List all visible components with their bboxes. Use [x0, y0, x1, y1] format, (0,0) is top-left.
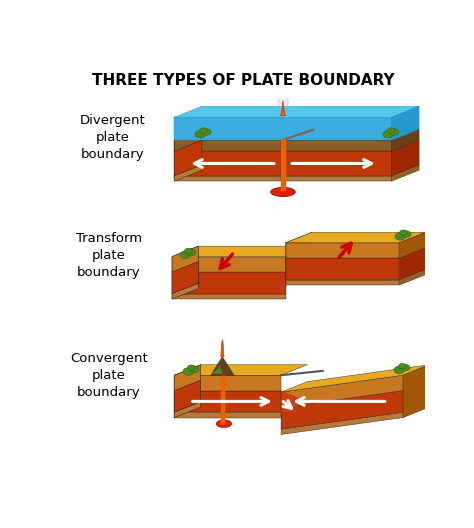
Polygon shape [403, 365, 429, 418]
Polygon shape [172, 283, 198, 299]
Polygon shape [174, 412, 281, 418]
Polygon shape [172, 283, 198, 299]
Polygon shape [285, 151, 392, 176]
Polygon shape [174, 176, 281, 181]
Polygon shape [392, 129, 419, 151]
Polygon shape [285, 129, 419, 140]
Ellipse shape [402, 231, 411, 238]
Polygon shape [172, 257, 286, 272]
Polygon shape [174, 402, 201, 418]
Polygon shape [392, 140, 419, 176]
Polygon shape [285, 176, 392, 181]
Polygon shape [286, 232, 426, 243]
Polygon shape [174, 151, 281, 176]
Ellipse shape [180, 251, 191, 259]
Polygon shape [172, 261, 198, 294]
Polygon shape [174, 375, 281, 391]
Ellipse shape [187, 249, 196, 256]
Polygon shape [281, 412, 403, 435]
Polygon shape [174, 106, 419, 117]
Polygon shape [392, 165, 419, 181]
Text: Convergent
plate
boundary: Convergent plate boundary [70, 353, 148, 400]
Polygon shape [211, 357, 234, 375]
Ellipse shape [400, 230, 407, 235]
Ellipse shape [190, 366, 199, 372]
Polygon shape [286, 280, 399, 285]
Ellipse shape [202, 129, 211, 135]
Polygon shape [174, 129, 202, 151]
Polygon shape [281, 391, 403, 429]
Polygon shape [174, 140, 281, 151]
Polygon shape [174, 140, 202, 176]
Polygon shape [285, 140, 392, 151]
Polygon shape [392, 106, 419, 140]
Polygon shape [286, 243, 399, 258]
Polygon shape [221, 340, 224, 357]
Polygon shape [174, 165, 202, 181]
Polygon shape [174, 365, 201, 391]
Polygon shape [174, 380, 201, 412]
Polygon shape [172, 246, 312, 257]
Ellipse shape [284, 98, 289, 106]
Ellipse shape [383, 130, 393, 138]
Polygon shape [281, 391, 301, 412]
Polygon shape [399, 232, 426, 258]
Polygon shape [212, 366, 222, 374]
Polygon shape [172, 261, 198, 294]
Ellipse shape [184, 248, 192, 253]
Polygon shape [286, 248, 312, 280]
Polygon shape [174, 365, 307, 375]
Polygon shape [286, 269, 312, 285]
Ellipse shape [187, 365, 195, 370]
Ellipse shape [401, 364, 410, 371]
Ellipse shape [200, 128, 207, 133]
Polygon shape [399, 269, 426, 285]
Text: THREE TYPES OF PLATE BOUNDARY: THREE TYPES OF PLATE BOUNDARY [91, 73, 394, 88]
Polygon shape [399, 248, 426, 280]
Ellipse shape [394, 366, 405, 374]
Polygon shape [281, 375, 403, 408]
Polygon shape [174, 402, 201, 418]
Ellipse shape [399, 363, 406, 369]
Polygon shape [174, 391, 281, 412]
Polygon shape [174, 129, 308, 140]
Polygon shape [281, 365, 429, 392]
Ellipse shape [195, 130, 206, 138]
Ellipse shape [277, 98, 282, 106]
Ellipse shape [183, 368, 193, 375]
Polygon shape [172, 246, 198, 272]
Polygon shape [286, 258, 399, 280]
Polygon shape [172, 272, 286, 294]
Polygon shape [174, 117, 392, 140]
Polygon shape [172, 246, 198, 272]
Text: Divergent
plate
boundary: Divergent plate boundary [80, 114, 146, 161]
Ellipse shape [387, 128, 395, 133]
Ellipse shape [216, 420, 232, 428]
Polygon shape [281, 100, 285, 116]
Polygon shape [174, 380, 201, 412]
Polygon shape [174, 365, 201, 391]
Ellipse shape [390, 129, 399, 135]
Ellipse shape [271, 187, 295, 196]
Ellipse shape [395, 233, 406, 240]
Polygon shape [172, 294, 286, 299]
Polygon shape [286, 232, 312, 258]
Text: Transform
plate
boundary: Transform plate boundary [76, 232, 142, 279]
